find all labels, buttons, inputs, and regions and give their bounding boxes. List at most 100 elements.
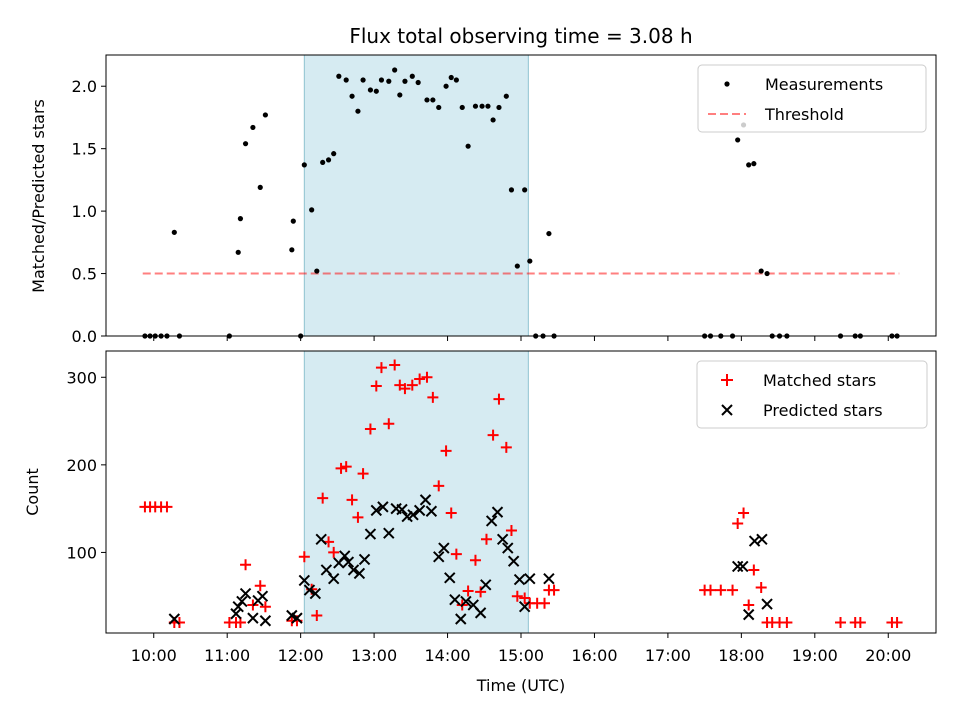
top-x-ticks — [153, 336, 889, 341]
measurement-point — [546, 230, 552, 237]
bottom-y-axis-label: Count — [23, 468, 42, 516]
x-tick-label: 10:00 — [131, 646, 177, 665]
predicted-point — [425, 505, 438, 517]
matched-point — [705, 584, 717, 596]
predicted-point — [339, 550, 351, 562]
matched-point — [854, 616, 866, 628]
predicted-point — [247, 612, 259, 624]
predicted-point — [256, 590, 269, 602]
predicted-point — [291, 612, 303, 624]
measurement-point — [262, 112, 268, 118]
bottom-y-tick-label: 100 — [66, 543, 97, 562]
matched-point — [370, 380, 382, 392]
matched-point — [727, 584, 739, 596]
measurement-point — [459, 104, 465, 111]
predicted-point — [298, 574, 311, 587]
predicted-point — [396, 503, 408, 516]
matched-point — [743, 599, 755, 611]
measurement-point — [472, 103, 479, 109]
bottom-x-axis: 10:00 11:00 12:00 13:00 14:00 15:00 16:00 17:00… — [131, 633, 911, 665]
measurement-point — [290, 218, 296, 224]
measurement-point — [171, 229, 177, 235]
legend-measurement-marker — [724, 81, 730, 87]
measurement-point — [242, 141, 249, 147]
measurement-point — [289, 247, 295, 253]
top-y-axis: 0.0 0.5 1.0 1.5 2.0 — [72, 77, 106, 346]
matched-point — [352, 511, 364, 523]
predicted-point — [419, 494, 432, 506]
measurement-point — [309, 207, 315, 213]
matched-point — [383, 418, 395, 430]
measurement-point — [735, 137, 741, 143]
measurement-point — [453, 77, 459, 83]
measurement-point — [751, 161, 757, 167]
predicted-point — [353, 567, 366, 580]
predicted-point — [485, 515, 498, 527]
matched-points — [139, 359, 903, 628]
predicted-point — [756, 533, 768, 545]
measurement-point — [415, 79, 421, 86]
predicted-point — [383, 527, 395, 539]
measurement-point — [443, 83, 449, 89]
predicted-point — [433, 551, 445, 563]
predicted-point — [474, 607, 487, 619]
measurement-point — [514, 263, 520, 269]
matched-point — [375, 362, 387, 374]
top-y-tick-label: 2.0 — [72, 77, 97, 96]
matched-point — [480, 533, 492, 545]
top-observing-window — [303, 54, 529, 337]
measurement-point — [386, 78, 392, 84]
top-axes-frame — [105, 54, 937, 337]
predicted-point — [239, 587, 252, 600]
predicted-point — [413, 504, 426, 517]
measurement-point — [257, 184, 263, 190]
predicted-point — [444, 572, 456, 584]
matched-point — [548, 584, 560, 596]
predicted-point — [370, 504, 383, 517]
matched-point — [732, 518, 744, 530]
predicted-point — [259, 615, 272, 627]
measurement-point — [331, 151, 337, 157]
predicted-point — [731, 560, 744, 573]
predicted-point — [496, 533, 509, 545]
matched-point — [298, 551, 310, 563]
predicted-point — [742, 608, 755, 621]
legend-predicted-marker — [721, 404, 733, 416]
measurement-point — [360, 77, 366, 83]
matched-point — [240, 559, 252, 571]
bottom-y-tick-label: 300 — [66, 368, 97, 387]
bottom-observing-window — [303, 350, 529, 634]
matched-point — [493, 393, 505, 405]
predicted-point — [524, 572, 536, 585]
matched-point — [835, 616, 847, 628]
measurement-point — [465, 143, 471, 149]
bottom-y-tick-label: 200 — [66, 456, 97, 475]
legend-predicted-label: Predicted stars — [763, 401, 883, 420]
legend-matched-marker — [721, 374, 733, 386]
measurement-point — [485, 103, 491, 109]
x-axis-label: Time (UTC) — [476, 676, 565, 695]
measurement-point — [373, 88, 379, 94]
measurement-point — [314, 268, 320, 274]
measurement-point — [409, 73, 415, 79]
matched-point — [511, 590, 523, 602]
x-tick-label: 16:00 — [571, 646, 617, 665]
bottom-panel: 100 200 300 10:00 11:00 12:00 13:00 14:00 15:00… — [23, 350, 937, 695]
predicted-point — [236, 595, 248, 608]
matched-point — [421, 371, 433, 383]
x-tick-label: 18:00 — [718, 646, 764, 665]
matched-point — [340, 461, 352, 473]
predicted-point — [232, 601, 244, 613]
predicted-point — [449, 594, 461, 606]
matched-point — [317, 492, 329, 504]
x-tick-label: 17:00 — [645, 646, 691, 665]
measurement-point — [355, 108, 361, 114]
measurement-point — [496, 104, 502, 111]
predicted-point — [168, 613, 181, 625]
x-tick-label: 19:00 — [792, 646, 838, 665]
matched-point — [346, 494, 358, 506]
predicted-point — [761, 598, 773, 610]
measurement-point — [392, 67, 398, 73]
measurement-point — [758, 268, 764, 274]
matched-point — [755, 581, 767, 593]
